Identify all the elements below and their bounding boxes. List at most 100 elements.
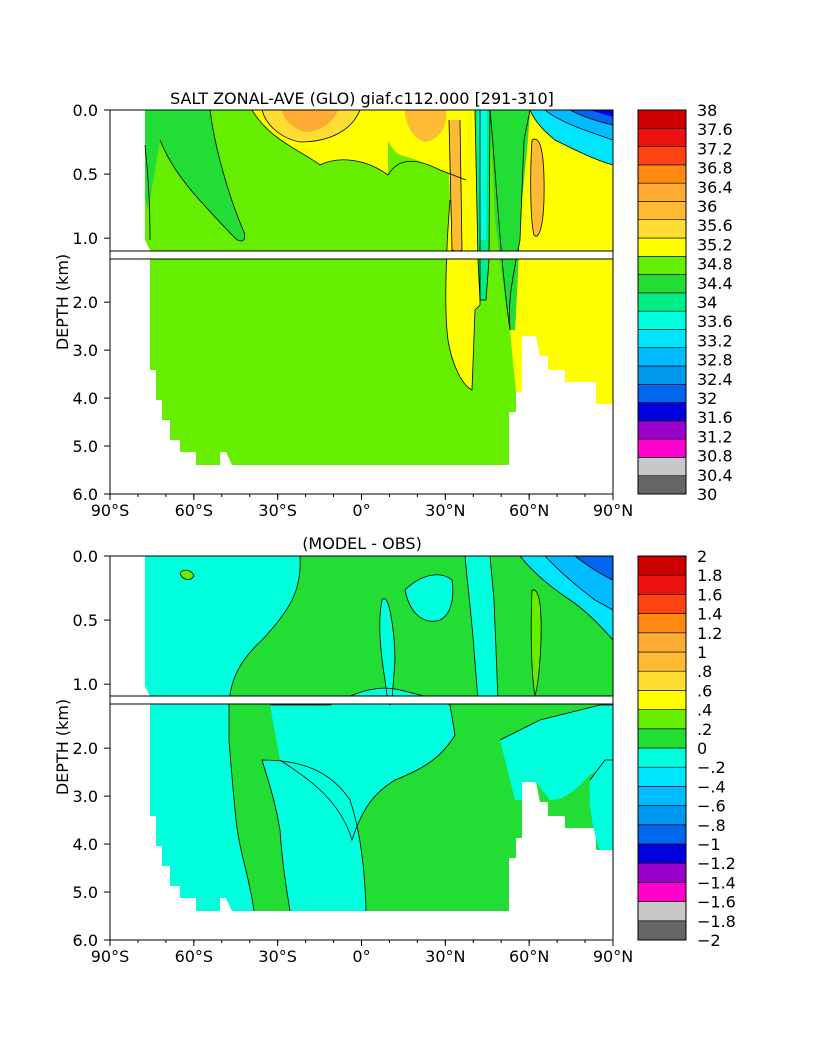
colorbar-swatch	[637, 329, 687, 349]
x-tick-label: 30°S	[258, 947, 297, 966]
colorbar-swatch	[637, 632, 687, 653]
y-tick-label: 0.5	[73, 611, 98, 630]
salinity-contour-line	[159, 110, 246, 242]
colorbar-swatch	[637, 292, 687, 312]
colorbar-label: 30	[697, 485, 717, 504]
colorbar-label: .2	[697, 720, 712, 739]
y-tick-label: 6.0	[73, 931, 98, 950]
colorbar-swatch	[637, 164, 687, 184]
colorbar-swatch	[637, 201, 687, 221]
colorbar-swatch	[637, 805, 687, 826]
anomaly-contour-line	[574, 556, 613, 581]
y-tick-label: 5.0	[73, 883, 98, 902]
salinity-contour-line	[474, 110, 491, 301]
x-tick-label: 90°N	[593, 501, 633, 520]
colorbar-label: 34.4	[697, 274, 733, 293]
anomaly-contour-line	[589, 759, 613, 781]
colorbar-label: 1	[697, 643, 707, 662]
anomaly-contour-line	[261, 759, 367, 912]
salinity-arctic-31	[570, 110, 613, 125]
colorbar-label: 32	[697, 389, 717, 408]
anomaly-axes: 90°S 60°S 30°S 0° 30°N 60°N 90°N 0.0 0.5 1.0 2.0 3.…	[73, 547, 634, 966]
colorbar-swatch	[637, 383, 687, 403]
salinity-panel: SALT ZONAL-AVE (GLO) giaf.c112.000 [291-…	[53, 89, 733, 520]
salinity-southern-tongue	[145, 110, 245, 241]
colorbar-swatch	[637, 127, 687, 147]
anomaly-title: (MODEL - OBS)	[302, 534, 422, 553]
y-tick-label: 0.0	[73, 101, 98, 120]
colorbar-label: 37.2	[697, 139, 733, 158]
anomaly-contours	[179, 556, 613, 912]
colorbar-swatch	[637, 146, 687, 166]
colorbar-label: 37.6	[697, 120, 733, 139]
anomaly-small-negative	[589, 760, 613, 850]
depth-break	[110, 696, 613, 704]
colorbar-swatch	[637, 475, 687, 495]
anomaly-upper-negative-1	[379, 598, 395, 705]
colorbar-label: 34	[697, 293, 717, 312]
colorbar-label: .6	[697, 681, 712, 700]
colorbar-swatch	[637, 438, 687, 458]
depth-break	[110, 251, 613, 259]
y-tick-label: 1.0	[73, 229, 98, 248]
colorbar-label: −2	[697, 931, 721, 950]
anomaly-contour-line	[404, 574, 454, 622]
y-tick-label: 3.0	[73, 341, 98, 360]
colorbar-label: 30.4	[697, 466, 733, 485]
colorbar-swatch	[637, 766, 687, 787]
colorbar-swatch	[637, 365, 687, 385]
colorbar-swatch	[637, 420, 687, 440]
anomaly-contour-line	[544, 556, 613, 611]
colorbar-swatch	[637, 709, 687, 730]
anomaly-panel: (MODEL - OBS) DEPTH (km) 90°S 60°S 30°S 0° 3…	[53, 534, 736, 966]
salinity-axes: 90°S 60°S 30°S 0° 30°N 60°N 90°N 0.0 0.5 1.0 2.0 3.…	[73, 101, 634, 520]
colorbar-swatch	[637, 651, 687, 672]
anomaly-contour-line	[530, 589, 542, 697]
colorbar-label: −.6	[697, 797, 726, 816]
salinity-contour-line	[544, 110, 613, 141]
anomaly-southern-negative	[145, 556, 301, 911]
colorbar-label: −.4	[697, 777, 726, 796]
salinity-contour-line	[387, 160, 467, 181]
anomaly-contour-line	[519, 556, 613, 641]
anomaly-mid-depth-negative	[270, 688, 455, 840]
colorbar-label: 38	[697, 101, 717, 120]
colorbar-label: 32.8	[697, 351, 733, 370]
anomaly-contour-line	[228, 556, 301, 912]
y-tick-label: 6.0	[73, 485, 98, 504]
salinity-contour-line	[529, 110, 613, 166]
colorbar-label: 32.4	[697, 370, 733, 389]
colorbar-swatch	[637, 920, 687, 941]
colorbar-label: 35.6	[697, 216, 733, 235]
x-tick-label: 90°N	[593, 947, 633, 966]
x-tick-label: 60°S	[175, 501, 214, 520]
colorbar-label: −1.4	[697, 873, 736, 892]
x-tick-label: 90°S	[91, 501, 130, 520]
colorbar-label: 30.8	[697, 447, 733, 466]
anomaly-positive-column	[531, 589, 542, 695]
anomaly-upper-negative-2	[405, 574, 453, 622]
colorbar-label: −.8	[697, 816, 726, 835]
colorbar-swatch	[637, 182, 687, 202]
colorbar-swatch	[637, 824, 687, 845]
salinity-title: SALT ZONAL-AVE (GLO) giaf.c112.000 [291-…	[170, 89, 554, 108]
y-tick-label: 2.0	[73, 739, 98, 758]
salinity-contour-line	[530, 138, 545, 237]
salinity-contour-line	[489, 110, 531, 331]
colorbar-label: 1.4	[697, 605, 722, 624]
y-tick-label: 3.0	[73, 787, 98, 806]
anomaly-positive-spot	[180, 570, 194, 580]
colorbar-label: 36.4	[697, 178, 733, 197]
y-tick-label: 4.0	[73, 389, 98, 408]
salinity-equatorial-surface	[380, 110, 466, 180]
colorbar-swatch	[637, 728, 687, 749]
y-tick-label: 0.5	[73, 165, 98, 184]
salinity-contour-line	[261, 110, 361, 143]
anomaly-field	[110, 556, 613, 912]
colorbar-swatch	[637, 457, 687, 477]
colorbar-label: .4	[697, 701, 712, 720]
colorbar-swatch	[637, 843, 687, 864]
colorbar-swatch	[637, 690, 687, 710]
colorbar-swatch	[637, 747, 687, 768]
colorbar-swatch	[637, 786, 687, 806]
